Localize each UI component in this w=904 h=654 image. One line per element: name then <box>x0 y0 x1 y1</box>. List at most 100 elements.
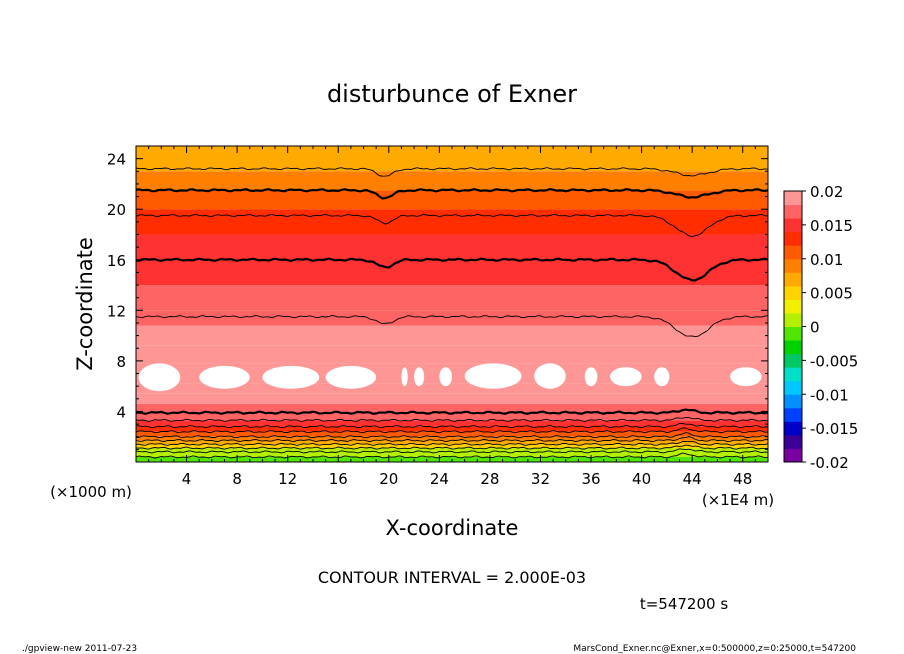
colorbar-swatch <box>784 394 802 409</box>
footer-right: MarsCond_Exner.nc@Exner,x=0:500000,z=0:2… <box>573 644 856 654</box>
colorbar-swatch <box>784 299 802 314</box>
contour-line <box>135 448 769 454</box>
colorbar-swatch <box>784 272 802 287</box>
x-tick-label: 40 <box>632 470 651 488</box>
chart-title: disturbunce of Exner <box>327 80 577 108</box>
colorbar-swatch <box>784 191 802 206</box>
colorbar-swatch <box>784 312 802 327</box>
colorbar-tick-label: 0.015 <box>810 217 853 235</box>
contour-interval-text: CONTOUR INTERVAL = 2.000E-03 <box>318 568 586 587</box>
colorbar-swatch <box>784 218 802 233</box>
contour-line <box>135 257 769 282</box>
saturated-region <box>654 367 670 387</box>
y-tick-label: 12 <box>107 302 126 320</box>
colorbar-tick-label: 0.005 <box>810 285 853 303</box>
contour-plot-area <box>135 145 769 463</box>
saturated-region <box>584 367 598 387</box>
saturated-region <box>401 367 408 387</box>
colorbar-tick-label: -0.02 <box>810 454 849 472</box>
y-tick-label: 24 <box>107 151 126 169</box>
contour-band <box>136 146 768 172</box>
saturated-region <box>730 367 762 387</box>
contour-line <box>135 167 769 177</box>
contour-band <box>136 411 768 421</box>
x-tick-label: 48 <box>733 470 752 488</box>
contour-band <box>136 420 768 427</box>
colorbar-swatch <box>784 421 802 436</box>
colorbar-swatch <box>784 367 802 382</box>
contour-line <box>135 444 769 450</box>
colorbar-tick-label: -0.015 <box>810 420 858 438</box>
saturated-region <box>439 367 452 387</box>
x-tick-label: 12 <box>278 470 297 488</box>
contour-band <box>136 403 768 412</box>
contour-line <box>135 315 769 338</box>
colorbar-swatch <box>784 245 802 260</box>
saturated-region <box>464 363 522 389</box>
contour-line <box>135 452 769 459</box>
colorbar-ticks: 0.02 0.015 0.01 0.005 0 -0.005 -0.01 -0.015 -0.0… <box>802 183 858 472</box>
x-tick-label: 4 <box>182 470 192 488</box>
contour-band <box>136 426 768 432</box>
x-axis-label: X-coordinate <box>386 516 519 540</box>
saturated-region <box>138 363 181 392</box>
saturated-region <box>534 363 566 389</box>
colorbar-swatch <box>784 380 802 395</box>
saturated-region <box>262 365 320 389</box>
footer-left: ./gpview-new 2011-07-23 <box>22 644 137 654</box>
contour-band <box>136 436 768 441</box>
contour-band <box>136 345 768 364</box>
contour-line <box>135 432 769 439</box>
colorbar-swatch <box>784 407 802 422</box>
contour-band <box>136 383 768 394</box>
colorbar-swatch <box>784 448 802 463</box>
contour-line <box>135 422 769 429</box>
saturated-region <box>199 365 250 389</box>
contour-band <box>136 325 768 346</box>
contour-band <box>136 431 768 437</box>
saturated-region <box>325 365 377 389</box>
y-axis-ticks: 4 8 12 16 20 24 <box>107 145 768 463</box>
contour-line <box>135 408 769 415</box>
saturated-region <box>610 367 642 387</box>
x-tick-label: 24 <box>430 470 449 488</box>
x-tick-label: 20 <box>379 470 398 488</box>
x-tick-label: 28 <box>480 470 499 488</box>
x-tick-label: 36 <box>581 470 600 488</box>
contour-band <box>136 310 768 326</box>
time-text: t=547200 s <box>640 595 728 613</box>
x-tick-label: 8 <box>232 470 242 488</box>
contour-band <box>136 451 768 457</box>
colorbar-tick-label: 0 <box>810 319 820 337</box>
x-unit-right: (×1E4 m) <box>702 491 774 509</box>
colorbar-swatch <box>784 326 802 341</box>
colorbar-tick-label: -0.01 <box>810 386 849 404</box>
x-tick-label: 44 <box>683 470 702 488</box>
contour-band <box>136 448 768 452</box>
contour-line <box>135 417 769 422</box>
contour-band <box>136 393 768 404</box>
contour-band <box>136 209 768 235</box>
colorbar-swatch <box>784 340 802 355</box>
contour-line <box>135 213 769 238</box>
contour-band <box>136 190 768 210</box>
colorbar-swatch <box>784 231 802 246</box>
contour-line <box>135 440 769 446</box>
colorbar-swatch <box>784 353 802 368</box>
x-axis-ticks: 4 8 12 16 20 24 28 32 36 40 44 48 <box>135 146 769 488</box>
colorbar-swatch <box>784 204 802 219</box>
x-tick-label: 16 <box>329 470 348 488</box>
contour-band <box>136 444 768 449</box>
y-tick-label: 16 <box>107 252 126 270</box>
colorbar-swatch <box>784 285 802 300</box>
y-tick-label: 8 <box>116 353 126 371</box>
colorbar-swatch <box>784 434 802 449</box>
contour-band <box>136 440 768 445</box>
colorbar-tick-label: 0.01 <box>810 251 843 269</box>
y-axis-label: Z-coordinate <box>73 237 97 371</box>
contour-line <box>135 187 769 200</box>
colorbar-swatch <box>784 258 802 273</box>
x-unit-left: (×1000 m) <box>50 483 132 501</box>
colorbar-tick-label: -0.005 <box>810 352 858 370</box>
